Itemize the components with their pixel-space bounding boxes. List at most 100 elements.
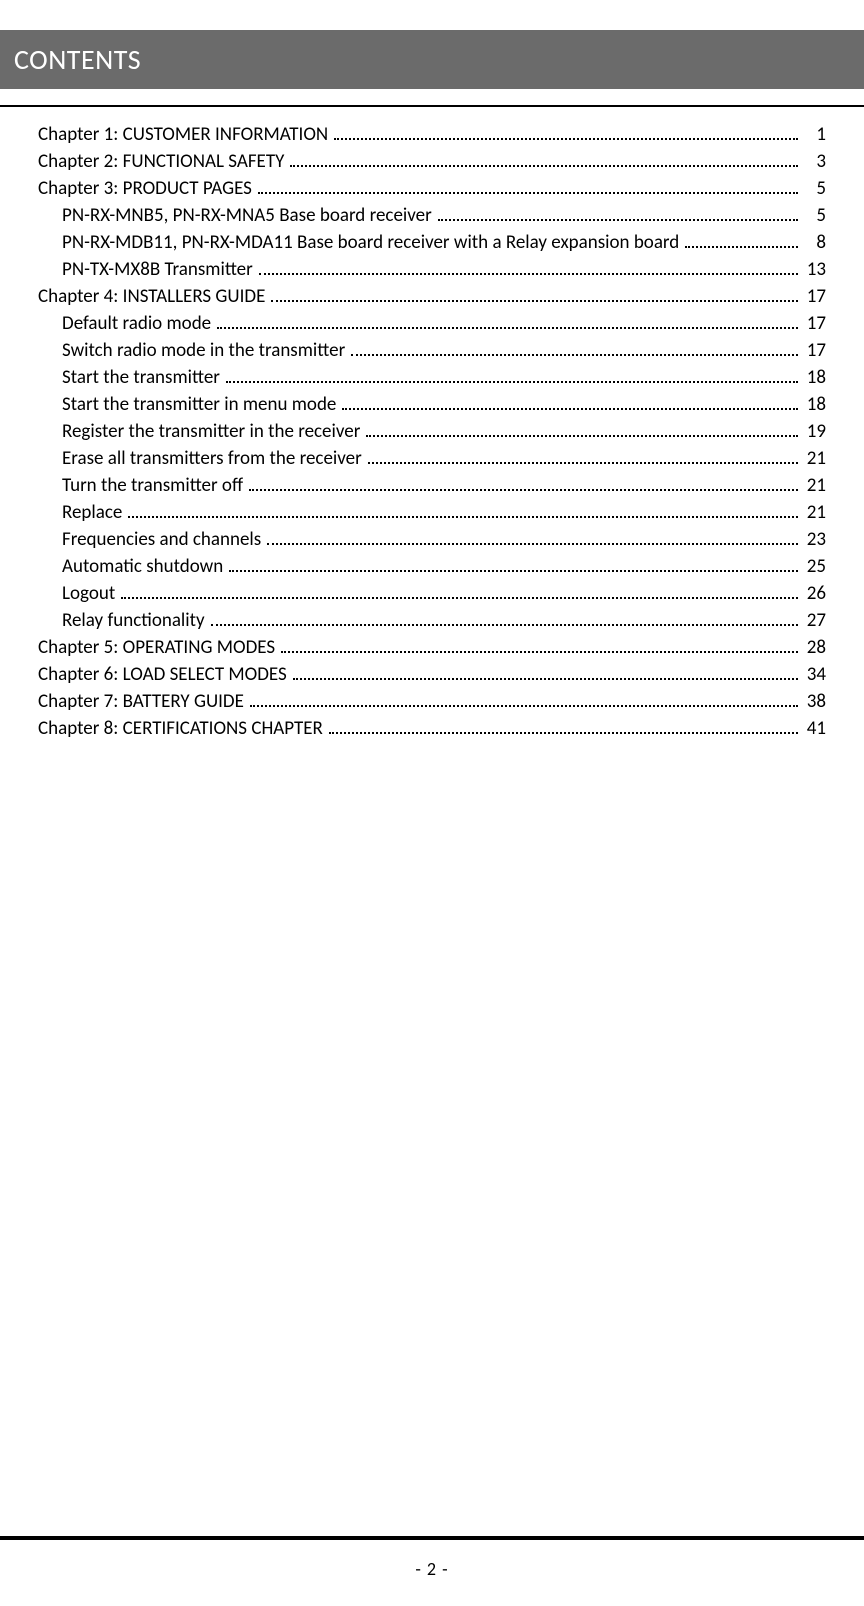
- toc-leader-dots: [217, 316, 798, 329]
- toc-entry-title: Chapter 4: INSTALLERS GUIDE: [38, 287, 265, 306]
- contents-header-title: CONTENTS: [14, 42, 141, 77]
- toc-entry-page: 8: [802, 233, 826, 252]
- toc-row: Chapter 2: FUNCTIONAL SAFETY 3: [38, 152, 826, 171]
- page-container: CONTENTS Chapter 1: CUSTOMER INFORMATION…: [0, 30, 864, 1606]
- toc-row: Register the transmitter in the receiver…: [38, 422, 826, 441]
- page-number: - 2 -: [0, 1558, 864, 1580]
- toc-row: Start the transmitter in menu mode 18: [38, 395, 826, 414]
- toc-leader-dots: [685, 235, 798, 248]
- toc-leader-dots: [250, 694, 798, 707]
- toc-row: Chapter 7: BATTERY GUIDE 38: [38, 692, 826, 711]
- toc-leader-dots: [267, 532, 798, 545]
- toc-entry-title: Relay functionality: [62, 611, 205, 630]
- toc-leader-dots: [229, 559, 798, 572]
- toc-leader-dots: [249, 478, 798, 491]
- toc-leader-dots: [121, 586, 798, 599]
- toc-entry-page: 19: [802, 422, 826, 441]
- toc-entry-page: 17: [802, 314, 826, 333]
- toc-leader-dots: [271, 289, 798, 302]
- toc-entry-page: 41: [802, 719, 826, 738]
- toc-entry-title: Default radio mode: [62, 314, 211, 333]
- toc-entry-title: PN-RX-MDB11, PN-RX-MDA11 Base board rece…: [62, 233, 679, 252]
- toc-leader-dots: [351, 343, 798, 356]
- toc-leader-dots: [366, 424, 798, 437]
- toc-entry-title: Replace: [62, 503, 122, 522]
- toc-row: Chapter 4: INSTALLERS GUIDE 17: [38, 287, 826, 306]
- toc-entry-page: 3: [802, 152, 826, 171]
- toc-entry-page: 26: [802, 584, 826, 603]
- toc-entry-title: Switch radio mode in the transmitter: [62, 341, 345, 360]
- toc-row: Chapter 5: OPERATING MODES 28: [38, 638, 826, 657]
- toc-row: Chapter 6: LOAD SELECT MODES 34: [38, 665, 826, 684]
- toc-row: Chapter 8: CERTIFICATIONS CHAPTER 41: [38, 719, 826, 738]
- toc-entry-page: 34: [802, 665, 826, 684]
- toc-row: PN-RX-MDB11, PN-RX-MDA11 Base board rece…: [38, 233, 826, 252]
- toc-row: Erase all transmitters from the receiver…: [38, 449, 826, 468]
- toc-entry-page: 18: [802, 368, 826, 387]
- toc-row: Automatic shutdown 25: [38, 557, 826, 576]
- toc-entry-title: Chapter 7: BATTERY GUIDE: [38, 692, 244, 711]
- toc-row: PN-RX-MNB5, PN-RX-MNA5 Base board receiv…: [38, 206, 826, 225]
- toc-row: Replace 21: [38, 503, 826, 522]
- toc-row: Frequencies and channels 23: [38, 530, 826, 549]
- toc-row: Chapter 3: PRODUCT PAGES 5: [38, 179, 826, 198]
- toc-leader-dots: [226, 370, 798, 383]
- toc-row: Start the transmitter 18: [38, 368, 826, 387]
- toc-entry-page: 25: [802, 557, 826, 576]
- toc-entry-title: Chapter 2: FUNCTIONAL SAFETY: [38, 152, 284, 171]
- toc-entry-title: PN-RX-MNB5, PN-RX-MNA5 Base board receiv…: [62, 206, 432, 225]
- toc-entry-title: Chapter 3: PRODUCT PAGES: [38, 179, 252, 198]
- toc-leader-dots: [334, 127, 798, 140]
- toc-row: PN-TX-MX8B Transmitter 13: [38, 260, 826, 279]
- toc-leader-dots: [342, 397, 798, 410]
- toc-entry-title: Chapter 5: OPERATING MODES: [38, 638, 275, 657]
- toc-row: Turn the transmitter off 21: [38, 476, 826, 495]
- toc-leader-dots: [259, 262, 798, 275]
- top-rule: [0, 105, 864, 107]
- toc-entry-page: 21: [802, 476, 826, 495]
- toc-entry-title: Start the transmitter: [62, 368, 220, 387]
- page-footer: - 2 -: [0, 1536, 864, 1606]
- toc-entry-page: 23: [802, 530, 826, 549]
- toc-entry-title: Erase all transmitters from the receiver: [62, 449, 362, 468]
- toc-entry-page: 28: [802, 638, 826, 657]
- toc-entry-page: 13: [802, 260, 826, 279]
- toc-leader-dots: [128, 505, 798, 518]
- toc-row: Relay functionality 27: [38, 611, 826, 630]
- toc-entry-title: Chapter 1: CUSTOMER INFORMATION: [38, 125, 328, 144]
- contents-header: CONTENTS: [0, 30, 864, 89]
- toc-leader-dots: [290, 154, 798, 167]
- toc-row: Logout 26: [38, 584, 826, 603]
- toc-entry-page: 21: [802, 503, 826, 522]
- toc-entry-page: 18: [802, 395, 826, 414]
- toc-entry-page: 1: [802, 125, 826, 144]
- toc-leader-dots: [329, 721, 798, 734]
- toc-entry-title: Turn the transmitter off: [62, 476, 243, 495]
- toc-leader-dots: [211, 613, 798, 626]
- toc-entry-page: 17: [802, 287, 826, 306]
- toc-entry-title: Register the transmitter in the receiver: [62, 422, 360, 441]
- toc-leader-dots: [281, 640, 798, 653]
- toc-entry-title: Automatic shutdown: [62, 557, 223, 576]
- toc-entry-page: 5: [802, 206, 826, 225]
- toc-row: Default radio mode 17: [38, 314, 826, 333]
- toc-entry-title: Start the transmitter in menu mode: [62, 395, 336, 414]
- toc-row: Chapter 1: CUSTOMER INFORMATION 1: [38, 125, 826, 144]
- toc-entry-title: PN-TX-MX8B Transmitter: [62, 260, 253, 279]
- toc-entry-page: 5: [802, 179, 826, 198]
- toc-leader-dots: [293, 667, 798, 680]
- toc-entry-title: Chapter 6: LOAD SELECT MODES: [38, 665, 287, 684]
- toc-entry-title: Chapter 8: CERTIFICATIONS CHAPTER: [38, 719, 323, 738]
- toc-entry-page: 17: [802, 341, 826, 360]
- toc-leader-dots: [368, 451, 798, 464]
- toc-entry-title: Frequencies and channels: [62, 530, 261, 549]
- toc-entry-page: 21: [802, 449, 826, 468]
- toc-row: Switch radio mode in the transmitter 17: [38, 341, 826, 360]
- toc-leader-dots: [438, 208, 798, 221]
- toc-entry-page: 27: [802, 611, 826, 630]
- toc-entry-page: 38: [802, 692, 826, 711]
- toc-leader-dots: [258, 181, 798, 194]
- table-of-contents: Chapter 1: CUSTOMER INFORMATION1Chapter …: [0, 125, 864, 738]
- footer-rule: [0, 1536, 864, 1540]
- toc-entry-title: Logout: [62, 584, 115, 603]
